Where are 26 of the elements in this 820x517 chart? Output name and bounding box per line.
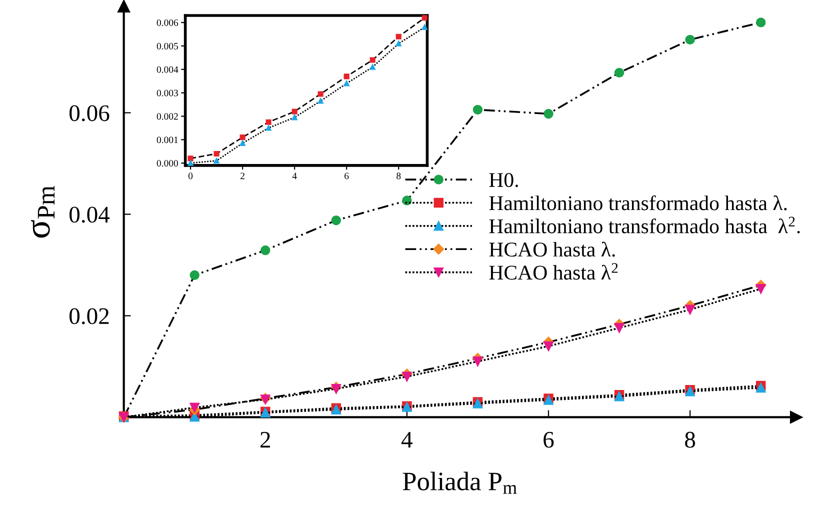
y-axis-title: σ$_{Pm}$: [31, 186, 54, 238]
x-tick-label: 2: [240, 172, 244, 180]
x-tick-label: 2: [260, 432, 270, 448]
y-tick-label: 0.04: [70, 206, 110, 223]
x-tick-label: 8: [396, 172, 401, 180]
legend-label: Hamiltoniano transformado hasta λ.: [489, 195, 787, 210]
y-tick-label: 0.002: [156, 113, 178, 120]
x-axis-title: Poliada P$_{m}$: [402, 472, 517, 494]
x-tick-label: 6: [544, 432, 554, 448]
y-tick-label: 0.005: [156, 42, 178, 50]
x-tick-label: 6: [344, 172, 349, 180]
legend-label: HCAO hasta λ.: [489, 242, 615, 257]
x-tick-label: 0: [188, 172, 193, 180]
x-tick-label: 8: [685, 432, 696, 448]
y-tick-label: 0.003: [156, 90, 178, 96]
y-tick-label: 0.004: [156, 66, 178, 73]
y-tick-label: 0.006: [156, 19, 178, 26]
y-tick-label: 0.000: [156, 160, 178, 167]
y-tick-label: 0.02: [70, 308, 109, 324]
legend-label: Hamiltoniano transformado hasta λ$^{2}$.: [489, 216, 800, 234]
x-tick-label: 4: [401, 432, 412, 448]
y-tick-label: 0.001: [156, 136, 178, 144]
legend-label: HCAO hasta λ$^{2}$: [489, 263, 618, 280]
x-tick-label: 4: [292, 172, 297, 180]
legend-label: H0.: [489, 172, 518, 188]
y-tick-label: 0.06: [70, 105, 110, 122]
